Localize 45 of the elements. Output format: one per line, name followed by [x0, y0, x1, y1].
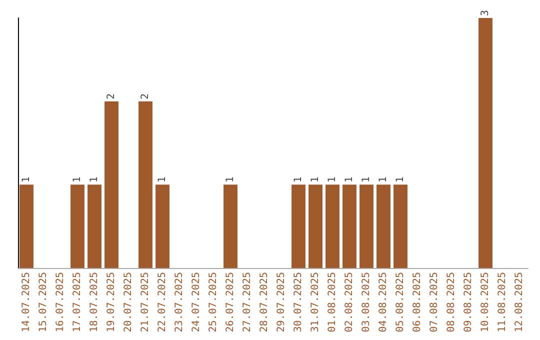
x-tick-label: 02.08.2025: [344, 272, 355, 332]
x-tick-label: 12.08.2025: [514, 272, 525, 332]
x-tick-label: 18.07.2025: [89, 272, 100, 332]
data-label: 1: [72, 176, 83, 183]
data-label: 2: [140, 93, 151, 100]
x-tick-label: 20.07.2025: [123, 272, 134, 332]
x-tick-label: 29.07.2025: [276, 272, 287, 332]
x-tick-label: 17.07.2025: [72, 272, 83, 332]
x-tick-label: 16.07.2025: [55, 272, 66, 332]
x-tick-label: 25.07.2025: [208, 272, 219, 332]
x-tick-label: 03.08.2025: [361, 272, 372, 332]
x-tick-label: 24.07.2025: [191, 272, 202, 332]
data-label: 1: [293, 176, 304, 183]
x-tick-label: 23.07.2025: [174, 272, 185, 332]
x-tick-label: 08.08.2025: [446, 272, 457, 332]
x-tick-label: 06.08.2025: [412, 272, 423, 332]
data-label: 1: [344, 176, 355, 183]
x-tick-label: 21.07.2025: [140, 272, 151, 332]
x-tick-label: 11.08.2025: [497, 272, 508, 332]
x-tick-label: 22.07.2025: [157, 272, 168, 332]
x-tick-label: 04.08.2025: [378, 272, 389, 332]
data-label: 1: [361, 176, 372, 183]
x-tick-label: 19.07.2025: [106, 272, 117, 332]
x-tick-label: 27.07.2025: [242, 272, 253, 332]
x-tick-label: 30.07.2025: [293, 272, 304, 332]
x-tick-label: 10.08.2025: [480, 272, 491, 332]
x-tick-label: 14.07.2025: [21, 272, 32, 332]
x-tick-label: 05.08.2025: [395, 272, 406, 332]
data-label: 2: [106, 93, 117, 100]
x-tick-label: 09.08.2025: [463, 272, 474, 332]
x-tick-label: 26.07.2025: [225, 272, 236, 332]
data-label: 1: [157, 176, 168, 183]
x-tick-label: 28.07.2025: [259, 272, 270, 332]
data-label: 1: [21, 176, 32, 183]
x-tick-label: 01.08.2025: [327, 272, 338, 332]
x-tick-label: 15.07.2025: [38, 272, 49, 332]
data-label: 3: [480, 10, 491, 16]
data-label: 1: [327, 176, 338, 183]
data-label: 1: [378, 176, 389, 183]
x-tick-label: 31.07.2025: [310, 272, 321, 332]
data-label: 1: [310, 176, 321, 183]
data-label: 1: [89, 176, 100, 183]
data-label: 1: [225, 176, 236, 183]
data-label: 1: [395, 176, 406, 183]
x-tick-label: 07.08.2025: [429, 272, 440, 332]
